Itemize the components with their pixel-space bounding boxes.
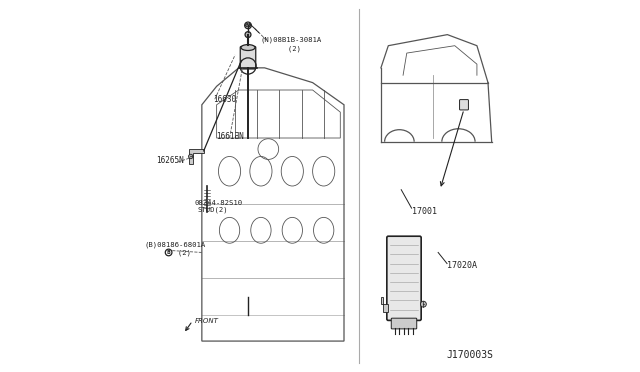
Circle shape bbox=[420, 301, 426, 307]
Text: (B)08186-6801A: (B)08186-6801A bbox=[145, 242, 206, 248]
Circle shape bbox=[189, 154, 193, 159]
FancyBboxPatch shape bbox=[387, 236, 421, 320]
Text: J170003S: J170003S bbox=[447, 350, 493, 359]
Polygon shape bbox=[189, 149, 204, 164]
FancyBboxPatch shape bbox=[240, 46, 256, 69]
Polygon shape bbox=[245, 24, 251, 27]
Polygon shape bbox=[381, 297, 388, 311]
Text: 1661ƋN: 1661ƋN bbox=[216, 132, 244, 141]
Text: STUD(2): STUD(2) bbox=[197, 207, 228, 213]
Ellipse shape bbox=[241, 45, 255, 51]
Text: (2): (2) bbox=[266, 45, 301, 52]
Text: 08244-82S10: 08244-82S10 bbox=[195, 200, 243, 206]
Text: FRONT: FRONT bbox=[195, 318, 218, 324]
FancyBboxPatch shape bbox=[460, 100, 468, 110]
Text: (N)08B1B-3081A: (N)08B1B-3081A bbox=[261, 37, 322, 44]
Text: (2): (2) bbox=[156, 249, 191, 256]
Text: N: N bbox=[246, 23, 250, 28]
Text: B: B bbox=[166, 250, 170, 255]
FancyBboxPatch shape bbox=[391, 318, 417, 329]
Text: 17020A: 17020A bbox=[447, 261, 477, 270]
Text: 17001: 17001 bbox=[412, 207, 436, 217]
Circle shape bbox=[245, 32, 251, 38]
Text: 16265N: 16265N bbox=[156, 155, 184, 165]
Text: 16630: 16630 bbox=[213, 95, 236, 104]
